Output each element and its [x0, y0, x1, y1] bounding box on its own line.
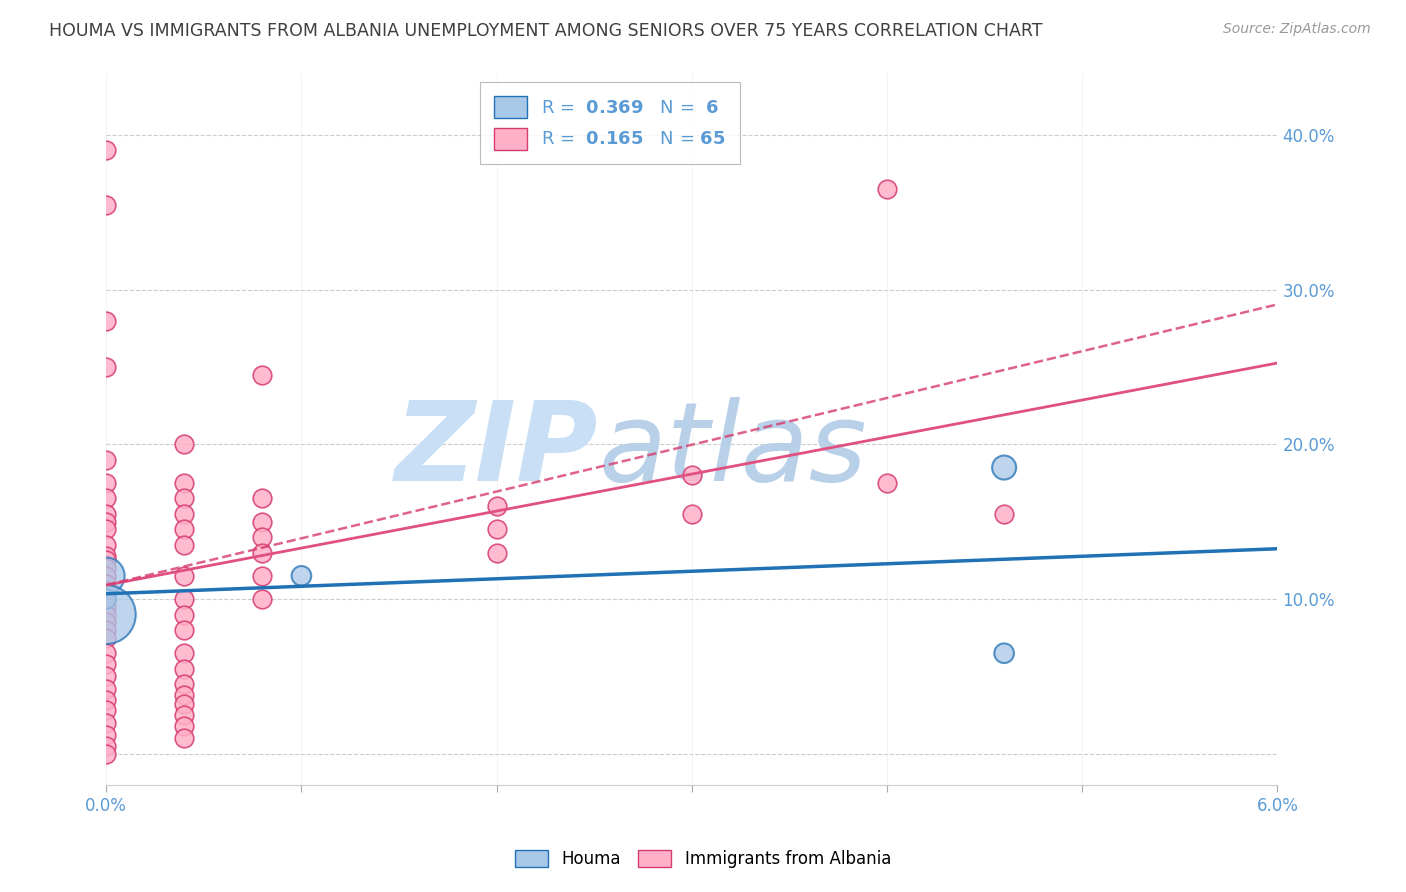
Point	[173, 569, 195, 583]
Point	[485, 546, 508, 560]
Point	[681, 507, 703, 521]
Point	[96, 728, 118, 742]
Point	[252, 515, 274, 529]
Point	[96, 715, 118, 730]
Point	[173, 476, 195, 491]
Point	[173, 688, 195, 702]
Point	[173, 491, 195, 506]
Point	[485, 523, 508, 537]
Point	[96, 561, 118, 575]
Point	[96, 313, 118, 327]
Point	[96, 692, 118, 706]
Point	[993, 507, 1015, 521]
Point	[173, 708, 195, 723]
Point	[96, 584, 118, 599]
Point	[96, 623, 118, 637]
Point	[173, 698, 195, 712]
Point	[173, 623, 195, 637]
Point	[96, 631, 118, 645]
Point	[173, 607, 195, 622]
Point	[173, 437, 195, 451]
Point	[993, 460, 1015, 475]
Point	[96, 507, 118, 521]
Point	[96, 515, 118, 529]
Point	[290, 569, 312, 583]
Point	[96, 607, 118, 622]
Point	[96, 553, 118, 567]
Point	[252, 592, 274, 607]
Point	[173, 538, 195, 552]
Point	[96, 607, 118, 622]
Point	[96, 538, 118, 552]
Point	[173, 592, 195, 607]
Point	[96, 576, 118, 591]
Point	[96, 681, 118, 696]
Point	[876, 182, 898, 196]
Text: atlas: atlas	[598, 397, 866, 504]
Point	[96, 615, 118, 630]
Legend: Houma, Immigrants from Albania: Houma, Immigrants from Albania	[509, 843, 897, 875]
Point	[96, 476, 118, 491]
Point	[173, 507, 195, 521]
Text: HOUMA VS IMMIGRANTS FROM ALBANIA UNEMPLOYMENT AMONG SENIORS OVER 75 YEARS CORREL: HOUMA VS IMMIGRANTS FROM ALBANIA UNEMPLO…	[49, 22, 1043, 40]
Point	[96, 592, 118, 607]
Point	[96, 739, 118, 753]
Point	[96, 452, 118, 467]
Point	[96, 646, 118, 660]
Point	[96, 549, 118, 563]
Point	[96, 669, 118, 683]
Text: Source: ZipAtlas.com: Source: ZipAtlas.com	[1223, 22, 1371, 37]
Point	[173, 719, 195, 733]
Point	[96, 569, 118, 583]
Point	[173, 731, 195, 746]
Point	[96, 359, 118, 374]
Point	[96, 747, 118, 761]
Point	[96, 599, 118, 614]
Point	[96, 491, 118, 506]
Point	[252, 368, 274, 382]
Point	[173, 677, 195, 691]
Point	[485, 500, 508, 514]
Point	[173, 662, 195, 676]
Point	[173, 523, 195, 537]
Point	[252, 491, 274, 506]
Point	[96, 657, 118, 671]
Point	[876, 476, 898, 491]
Point	[96, 144, 118, 158]
Legend: R =  $\mathbf{0.369}$   N =  $\mathbf{6}$, R =  $\mathbf{0.165}$   N = $\mathbf{: R = $\mathbf{0.369}$ N = $\mathbf{6}$, R…	[479, 82, 740, 164]
Text: ZIP: ZIP	[395, 397, 598, 504]
Point	[96, 197, 118, 211]
Point	[173, 646, 195, 660]
Point	[96, 704, 118, 718]
Point	[681, 468, 703, 483]
Point	[96, 523, 118, 537]
Point	[252, 546, 274, 560]
Point	[96, 569, 118, 583]
Point	[993, 646, 1015, 660]
Point	[96, 592, 118, 607]
Point	[252, 569, 274, 583]
Point	[252, 530, 274, 544]
